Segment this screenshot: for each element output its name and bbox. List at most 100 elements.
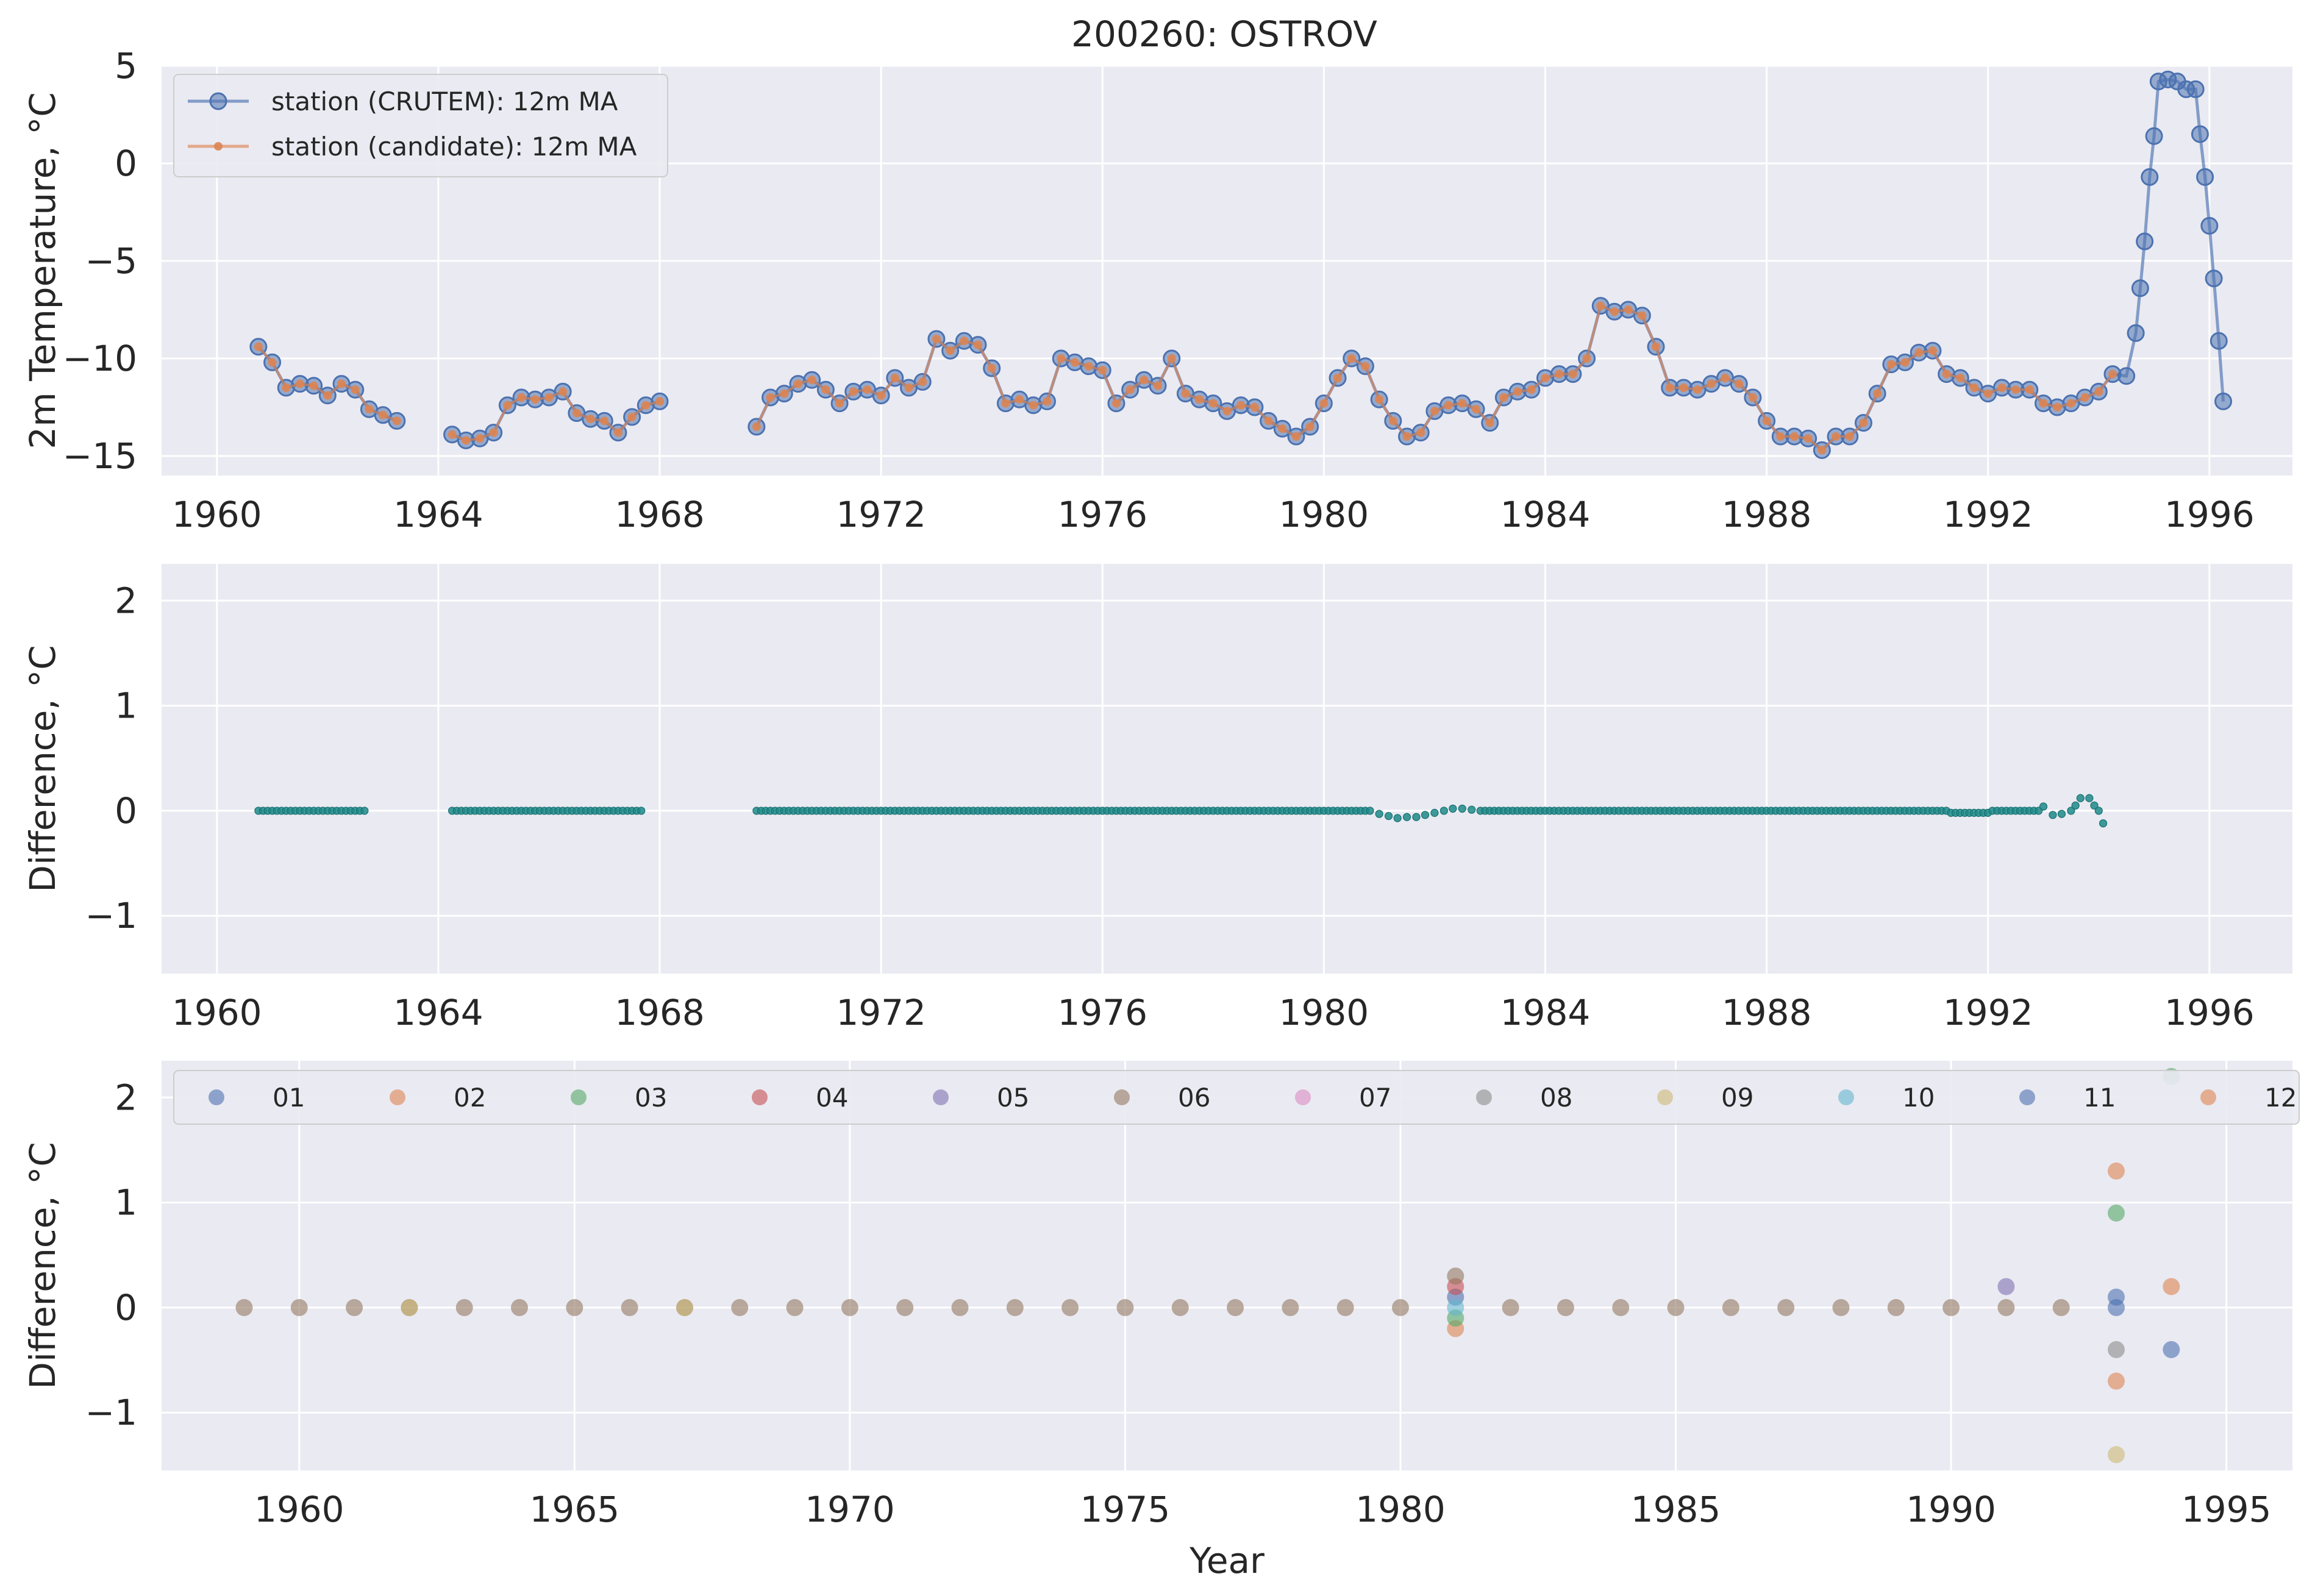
legend-label: 11 <box>2083 1083 2116 1113</box>
data-point <box>503 401 512 410</box>
legend-marker <box>1295 1089 1311 1105</box>
x-tick-label: 1972 <box>836 494 926 535</box>
legend-marker <box>209 92 227 110</box>
data-point <box>1430 407 1439 416</box>
y-axis-label: 2m Temperature, °C <box>22 92 63 449</box>
x-tick-label: 1964 <box>393 494 483 535</box>
legend-marker <box>2019 1089 2035 1105</box>
legend-marker <box>1114 1089 1130 1105</box>
data-point <box>2205 269 2223 288</box>
data-point <box>2117 367 2136 385</box>
x-tick-label: 1996 <box>2164 992 2255 1033</box>
data-point <box>1472 405 1481 414</box>
data-point <box>621 1299 638 1316</box>
series-month-12 <box>2163 1278 2180 1295</box>
data-point <box>835 399 844 408</box>
data-point <box>1513 387 1522 396</box>
data-point <box>1803 434 1813 443</box>
y-tick-label: 2 <box>115 1077 137 1118</box>
data-point <box>448 430 457 439</box>
data-point <box>951 1299 969 1316</box>
data-point <box>1693 385 1702 394</box>
legend-label: 03 <box>635 1083 667 1113</box>
x-tick-label: 1980 <box>1355 1489 1446 1530</box>
data-point <box>627 413 637 421</box>
data-point <box>1914 348 1924 357</box>
x-tick-label: 1965 <box>530 1489 620 1530</box>
data-point <box>1001 399 1010 408</box>
x-tick-label: 1985 <box>1631 1489 1721 1530</box>
data-point <box>2163 1341 2180 1358</box>
legend-marker <box>390 1089 405 1105</box>
data-point <box>1900 358 1910 367</box>
data-point <box>2039 399 2048 408</box>
data-point <box>1388 416 1397 426</box>
series-month-10 <box>1447 1299 1464 1316</box>
data-point <box>1886 360 1896 369</box>
data-point <box>351 385 360 394</box>
data-point <box>2039 802 2048 811</box>
data-point <box>1928 346 1937 355</box>
data-point <box>1624 305 1633 314</box>
y-tick-label: 0 <box>115 1287 137 1328</box>
y-axis-label: Difference, °C <box>22 1142 63 1389</box>
x-tick-label: 1968 <box>615 992 705 1033</box>
data-point <box>1789 432 1799 441</box>
data-point <box>2057 810 2066 818</box>
data-point <box>1181 389 1190 398</box>
data-point <box>637 807 646 815</box>
plot-area <box>162 564 2292 974</box>
data-point <box>2052 1299 2070 1316</box>
data-point <box>1845 432 1854 441</box>
data-point <box>1956 374 1965 382</box>
y-tick-label: −1 <box>85 1392 138 1433</box>
monthly-difference-panel: 1960 1965 1970 1975 1980 1985 1990 1995210−1Dif… <box>22 1061 2300 1581</box>
data-point <box>1721 374 1730 382</box>
data-point <box>2053 403 2062 411</box>
legend-frame <box>173 1070 2300 1125</box>
data-point <box>752 422 761 431</box>
temperature-panel: 1960 1964 1968 1972 1976 1980 1984 1988 1992 1996… <box>22 45 2292 535</box>
data-point <box>2127 324 2145 342</box>
legend-marker <box>752 1089 768 1105</box>
data-point <box>290 1299 308 1316</box>
data-point <box>1333 374 1343 382</box>
x-tick-label: 1980 <box>1279 494 1369 535</box>
data-point <box>2196 168 2214 186</box>
data-point <box>2094 807 2103 815</box>
data-point <box>1264 416 1273 426</box>
difference-points <box>254 794 2108 828</box>
data-point <box>2136 232 2154 251</box>
x-tick-label: 1960 <box>254 1489 344 1530</box>
figure-title: 200260: OSTROV <box>1071 13 1377 55</box>
x-tick-label: 1980 <box>1279 992 1369 1033</box>
data-point <box>2094 387 2103 396</box>
legend-marker <box>571 1089 587 1105</box>
data-point <box>896 1299 914 1316</box>
data-point <box>1568 369 1577 379</box>
data-point <box>1997 383 2006 392</box>
data-point <box>1227 1299 1244 1316</box>
data-point <box>1336 1299 1354 1316</box>
data-point <box>1970 383 1979 392</box>
legend-marker <box>1838 1089 1854 1105</box>
data-point <box>1832 432 1841 441</box>
data-point <box>600 416 609 426</box>
x-tick-label: 1976 <box>1057 494 1147 535</box>
data-point <box>2108 1341 2125 1358</box>
legend-label: 06 <box>1178 1083 1210 1113</box>
data-point <box>1555 369 1564 379</box>
data-point <box>2214 392 2233 410</box>
data-point <box>1499 393 1508 402</box>
data-point <box>1502 1299 1519 1316</box>
data-point <box>2108 1162 2125 1180</box>
legend-marker <box>1657 1089 1673 1105</box>
x-tick-label: 1960 <box>172 494 262 535</box>
data-point <box>1384 811 1393 821</box>
legend-label: 04 <box>816 1083 848 1113</box>
data-point <box>489 428 498 437</box>
data-point <box>1222 407 1232 416</box>
data-point <box>2131 279 2149 297</box>
x-tick-label: 1996 <box>2164 494 2255 535</box>
data-point <box>1458 804 1466 813</box>
